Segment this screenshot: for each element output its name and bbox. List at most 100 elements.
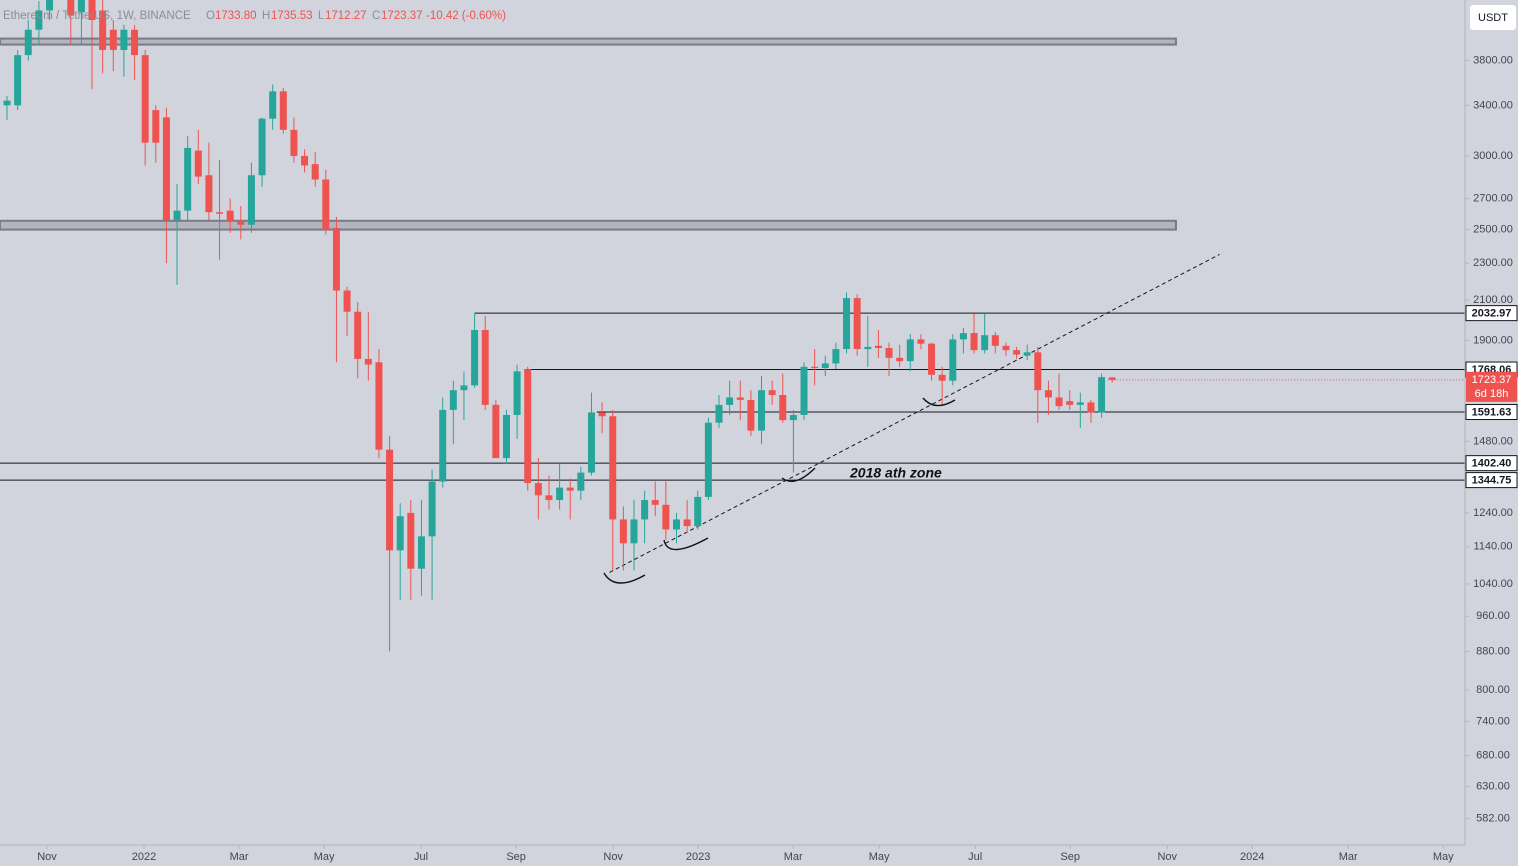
candle-body [269,91,277,119]
y-tick-label: 1240.00 [1473,507,1513,519]
level-label: 1344.75 [1472,475,1512,487]
change-value: -10.42 (-0.60%) [426,10,506,22]
candle-body [46,0,54,11]
close-key: C [372,10,380,22]
candle-body [981,335,989,351]
level-label: 1402.40 [1472,458,1512,470]
y-tick-label: 3000.00 [1473,150,1513,162]
candle-body [1013,350,1021,355]
candle-body [205,175,213,213]
y-tick-label: 2700.00 [1473,192,1513,204]
zone [0,219,1177,231]
y-tick-label: 1140.00 [1474,541,1513,553]
candle-body [587,412,595,473]
symbol: Ethereum / TetherUS, 1W, BINANCE [3,10,191,22]
x-tick-label: Sep [1060,851,1080,863]
candle-body [332,227,340,291]
x-tick-label: May [869,851,890,863]
candle-body [959,333,967,340]
candle-body [1066,401,1074,405]
trendline [609,253,1220,573]
candle-body [800,366,808,415]
level-label-box [1465,455,1518,472]
candle-body [896,357,904,362]
candle-body [1044,390,1052,398]
candle-body [917,339,925,344]
candle-body [492,404,500,459]
candle-body [970,333,978,351]
x-tick-label: Sep [506,851,526,863]
candle-body [821,363,829,368]
y-tick-label: 2100.00 [1473,294,1513,306]
candle-body [694,496,702,527]
level-label-box [1465,305,1518,322]
plot-area [0,0,1465,652]
candle-body [715,404,723,423]
candle-body [237,221,245,225]
annotation: 2018 ath zone [849,465,942,481]
last-price-label: 1723.37 [1472,374,1512,386]
candle-body [1108,377,1116,380]
y-tick-label: 1900.00 [1473,334,1513,346]
swing-mark [781,467,816,482]
candle-body [439,409,447,482]
candle-body [1076,402,1084,405]
candle-body [471,329,479,386]
candle-body [3,100,11,106]
candle-body [524,369,532,484]
candle-body [949,339,957,381]
candle-body [651,500,659,505]
candle-body [768,390,776,396]
candle-body [375,362,383,450]
candle-body [502,414,510,459]
level-label-box [1465,404,1518,421]
close-value: 1723.37 [381,10,423,22]
currency-button[interactable] [1470,5,1516,30]
last-price-box [1466,371,1517,402]
high-key: H [262,10,270,22]
low-key: L [318,10,325,22]
candle-body [173,210,181,221]
candle-body [1023,352,1031,356]
candle-body [141,55,149,143]
currency-label[interactable]: USDT [1478,12,1508,24]
x-tick-label: Mar [1339,851,1358,863]
zone [0,37,1177,46]
candle-body [928,343,936,375]
candle-body [354,311,362,359]
x-tick-label: Nov [1157,851,1177,863]
y-tick-label: 960.00 [1476,610,1510,622]
candle-body [874,345,882,348]
x-tick-label: 2024 [1240,851,1264,863]
countdown-label: 6d 18h [1475,388,1509,400]
candle-body [726,397,734,405]
candle-body [566,487,574,491]
candle-body [545,495,553,501]
candle-body [704,422,712,497]
x-tick-label: Jul [968,851,982,863]
high-value: 1735.53 [271,10,313,22]
hand-drawn-marks [603,397,956,584]
candle-body [396,516,404,551]
x-tick-label: May [314,851,335,863]
open-key: O [206,10,215,22]
candle-body [853,298,861,350]
candle-body [577,472,585,491]
candle-body [843,298,851,350]
candle-body [428,481,436,537]
candle-body [598,412,606,417]
candle-body [35,10,43,30]
level-label-box [1465,472,1518,489]
y-tick-label: 1040.00 [1473,578,1513,590]
y-tick-label: 630.00 [1476,780,1510,792]
candle-body [906,339,914,362]
x-tick-label: Mar [230,851,249,863]
candle-body [758,390,766,431]
candle-body [216,212,224,214]
candle-body [662,504,670,530]
candle-body [481,329,489,405]
candle-body [279,91,287,130]
candle-body [832,349,840,364]
